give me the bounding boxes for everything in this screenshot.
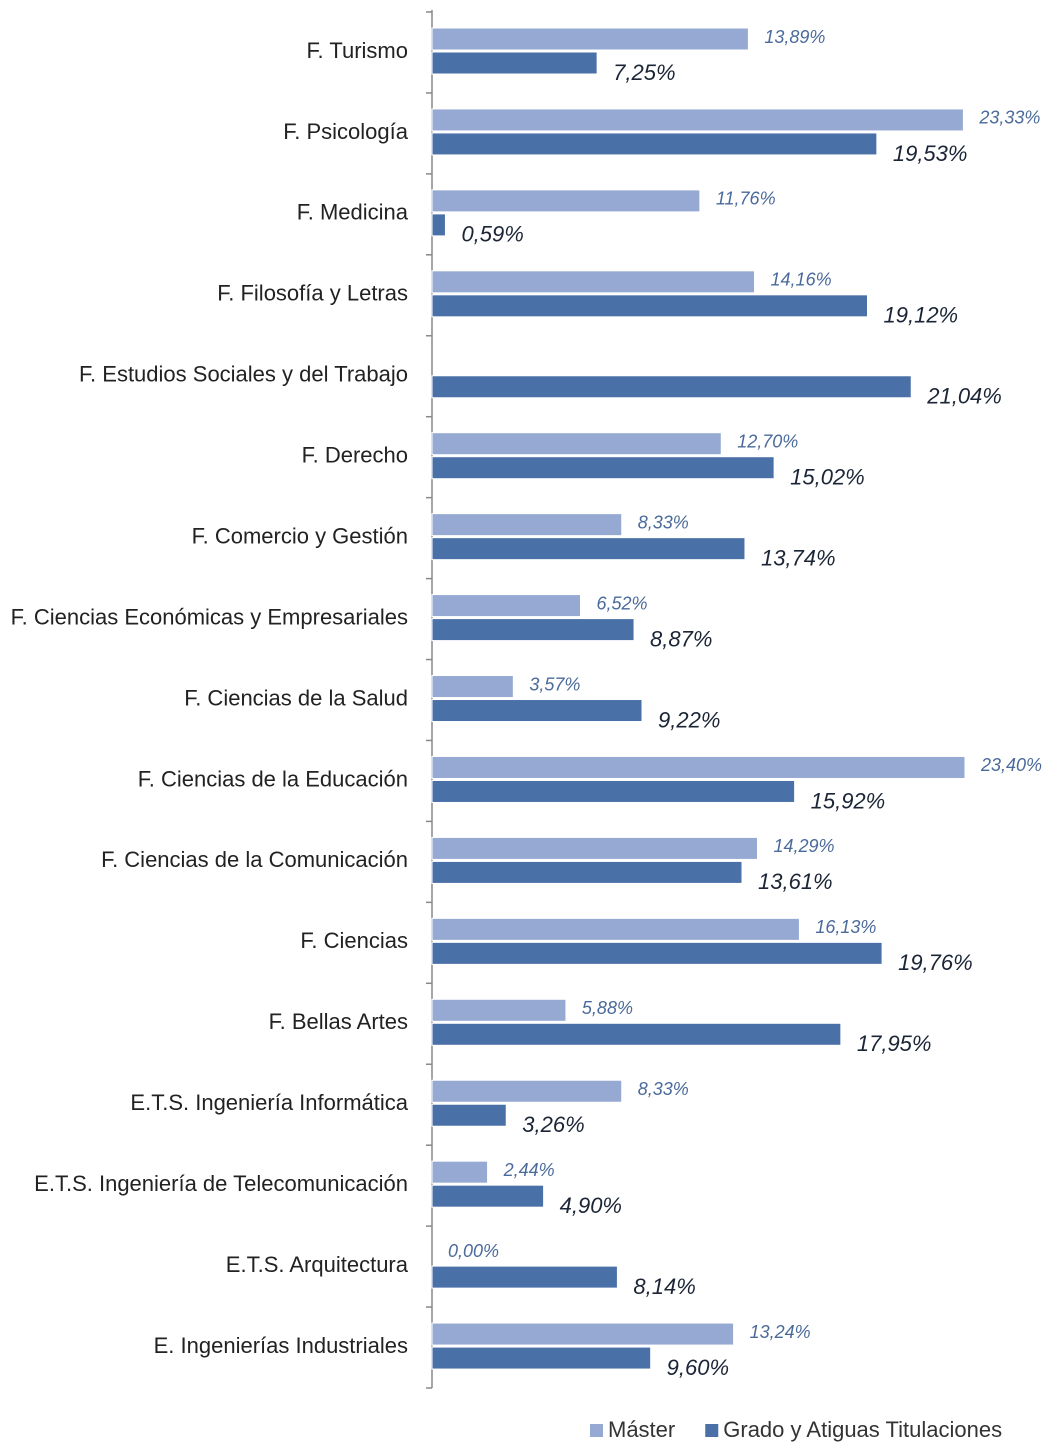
bar bbox=[431, 779, 796, 803]
value-label: 7,25% bbox=[613, 60, 675, 85]
value-label: 9,60% bbox=[667, 1355, 729, 1380]
category-label: F. Ciencias Económicas y Empresariales bbox=[11, 604, 408, 629]
bar bbox=[431, 1079, 623, 1103]
category-label: F. Comercio y Gestión bbox=[192, 523, 408, 548]
value-label: 12,70% bbox=[737, 431, 798, 451]
category-label: F. Ciencias de la Comunicación bbox=[101, 847, 408, 872]
value-label: 13,74% bbox=[761, 545, 836, 570]
category-label: F. Filosofía y Letras bbox=[217, 281, 408, 306]
bar bbox=[431, 1346, 652, 1370]
category-label: E.T.S. Ingeniería Informática bbox=[130, 1090, 408, 1115]
value-label: 17,95% bbox=[857, 1031, 932, 1056]
value-label: 15,02% bbox=[790, 465, 865, 490]
value-label: 3,57% bbox=[529, 674, 580, 694]
legend-label: Grado y Atiguas Titulaciones bbox=[723, 1417, 1002, 1442]
value-label: 11,76% bbox=[716, 189, 776, 209]
category-label: F. Bellas Artes bbox=[269, 1009, 408, 1034]
bar bbox=[431, 1103, 507, 1127]
bar bbox=[431, 294, 869, 318]
bar bbox=[431, 941, 883, 965]
value-label: 19,53% bbox=[893, 141, 968, 166]
bar bbox=[431, 1160, 489, 1184]
category-label: F. Estudios Sociales y del Trabajo bbox=[79, 362, 408, 387]
value-label: 8,33% bbox=[638, 1079, 689, 1099]
bar bbox=[431, 456, 775, 480]
category-label: F. Turismo bbox=[307, 38, 408, 63]
value-label: 8,87% bbox=[650, 626, 712, 651]
category-label: F. Psicología bbox=[283, 119, 408, 144]
category-label: F. Ciencias bbox=[300, 928, 408, 953]
bar bbox=[431, 699, 643, 723]
category-label: F. Derecho bbox=[302, 443, 408, 468]
category-label: E.T.S. Ingeniería de Telecomunicación bbox=[34, 1171, 408, 1196]
value-label: 2,44% bbox=[503, 1160, 555, 1180]
value-label: 8,14% bbox=[633, 1274, 695, 1299]
value-label: 23,40% bbox=[980, 755, 1042, 775]
bar bbox=[431, 132, 878, 156]
bar bbox=[431, 375, 912, 399]
value-label: 23,33% bbox=[978, 108, 1040, 128]
value-label: 19,76% bbox=[898, 950, 973, 975]
bar bbox=[431, 618, 635, 642]
bar bbox=[431, 1265, 618, 1289]
value-label: 13,24% bbox=[750, 1322, 811, 1342]
bar bbox=[431, 27, 749, 51]
legend-label: Máster bbox=[608, 1417, 675, 1442]
bar bbox=[431, 108, 964, 132]
bar bbox=[431, 1184, 545, 1208]
bar bbox=[431, 432, 722, 456]
value-label: 0,00% bbox=[448, 1241, 499, 1261]
value-label: 8,33% bbox=[638, 512, 689, 532]
value-label: 6,52% bbox=[597, 593, 648, 613]
bar bbox=[431, 270, 756, 294]
bar bbox=[431, 51, 598, 75]
category-label: E.T.S. Arquitectura bbox=[226, 1252, 409, 1277]
bar bbox=[431, 189, 701, 213]
bar bbox=[431, 594, 582, 618]
value-label: 15,92% bbox=[811, 788, 886, 813]
category-label: F. Medicina bbox=[297, 200, 409, 225]
bar bbox=[431, 1322, 735, 1346]
bar bbox=[431, 998, 567, 1022]
category-label: E. Ingenierías Industriales bbox=[154, 1333, 408, 1358]
value-label: 5,88% bbox=[582, 998, 633, 1018]
bar bbox=[431, 836, 758, 860]
legend-swatch bbox=[705, 1424, 719, 1437]
value-label: 13,61% bbox=[758, 869, 833, 894]
bar bbox=[431, 1022, 842, 1046]
value-label: 21,04% bbox=[926, 384, 1002, 409]
value-label: 4,90% bbox=[560, 1193, 622, 1218]
bar bbox=[431, 675, 514, 699]
bar bbox=[431, 755, 966, 779]
bar bbox=[431, 917, 800, 941]
bar bbox=[431, 213, 446, 237]
bar bbox=[431, 860, 743, 884]
value-label: 9,22% bbox=[658, 707, 720, 732]
bar bbox=[431, 537, 746, 561]
value-label: 19,12% bbox=[884, 303, 959, 328]
category-label: F. Ciencias de la Salud bbox=[184, 685, 408, 710]
category-label: F. Ciencias de la Educación bbox=[138, 766, 408, 791]
legend-swatch bbox=[590, 1424, 603, 1437]
bar bbox=[431, 513, 623, 537]
value-label: 14,29% bbox=[773, 836, 834, 856]
value-label: 16,13% bbox=[815, 917, 876, 937]
value-label: 3,26% bbox=[522, 1112, 584, 1137]
value-label: 13,89% bbox=[764, 27, 825, 47]
value-label: 0,59% bbox=[461, 222, 523, 247]
value-label: 14,16% bbox=[771, 270, 832, 290]
